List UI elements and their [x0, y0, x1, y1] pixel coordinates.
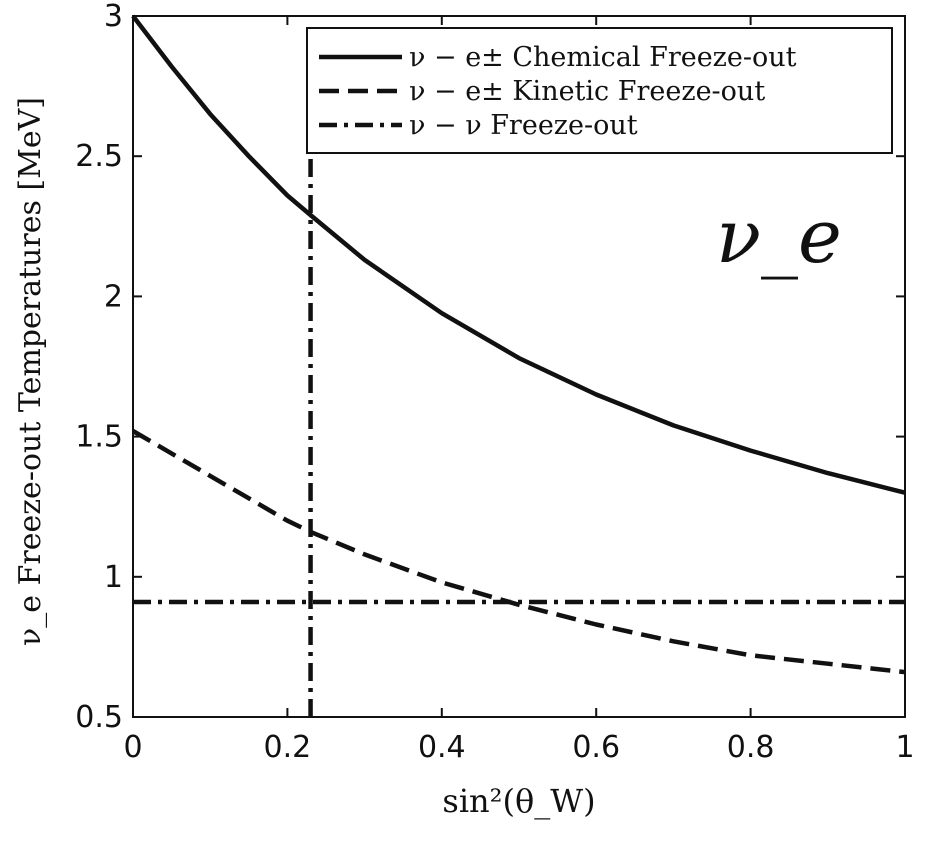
x-tick-label: 1	[895, 730, 914, 765]
x-tick-label: 0	[123, 730, 142, 765]
x-tick-label: 0.4	[418, 730, 466, 765]
x-axis-label: sin²(θ_W)	[442, 782, 595, 820]
y-tick-label: 3	[104, 0, 123, 34]
legend-box	[306, 27, 893, 154]
plot-frame	[132, 15, 906, 718]
y-tick-label: 2	[104, 279, 123, 314]
y-tick-label: 1.5	[75, 420, 123, 455]
series-line-solid	[131, 14, 906, 495]
series-line-dashed	[131, 429, 906, 675]
x-tick-label: 0.8	[727, 730, 775, 765]
y-tick-label: 0.5	[75, 700, 123, 735]
x-tick-label: 0.6	[572, 730, 620, 765]
axes-layer: 0 0.2 0.4 0.6 0.8 1 0.5 1 1.5 2 2.5 3	[75, 0, 914, 765]
x-tick-label: 0.2	[264, 730, 312, 765]
legend-label: ν − ν Freeze-out	[409, 110, 638, 141]
legend-label: ν − e± Kinetic Freeze-out	[409, 76, 765, 107]
series-layer	[131, 14, 906, 717]
annotation-label: ν_e	[716, 194, 842, 280]
y-axis-label: ν_e Freeze-out Temperatures [MeV]	[13, 97, 48, 646]
y-tick-label: 2.5	[75, 139, 123, 174]
legend-label: ν − e± Chemical Freeze-out	[409, 42, 797, 73]
y-tick-label: 1	[104, 560, 123, 595]
text-layer: ν_e sin²(θ_W) ν_e Freeze-out Temperatures …	[13, 97, 842, 820]
